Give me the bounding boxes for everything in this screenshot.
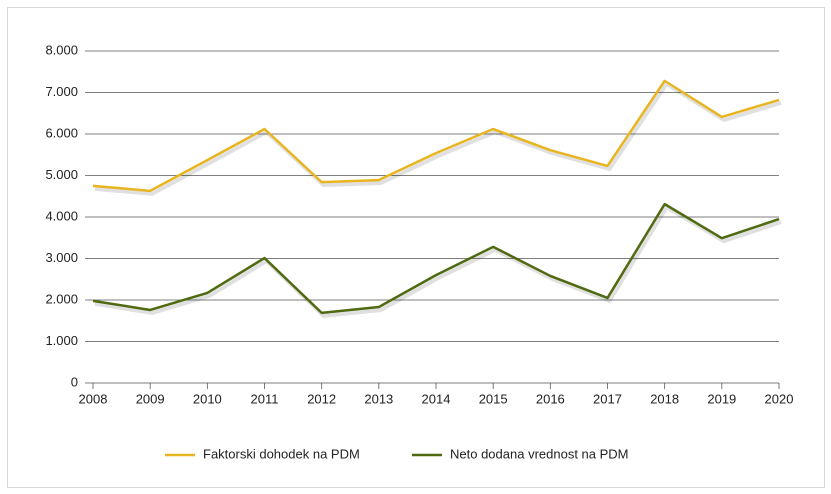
- x-tick-label: 2017: [593, 391, 622, 406]
- chart-frame: [7, 7, 825, 488]
- x-tick-label: 2016: [536, 391, 565, 406]
- x-tick-label: 2020: [765, 391, 794, 406]
- x-tick-label: 2013: [364, 391, 393, 406]
- legend-label: Faktorski dohodek na PDM: [203, 446, 360, 461]
- y-tick-label: 1.000: [45, 333, 78, 348]
- x-tick-label: 2014: [422, 391, 451, 406]
- y-tick-label: 6.000: [45, 125, 78, 140]
- y-tick-label: 5.000: [45, 167, 78, 182]
- x-tick-label: 2018: [650, 391, 679, 406]
- y-tick-label: 0: [71, 374, 78, 389]
- line-shadow: [94, 204, 782, 318]
- series-line: [92, 79, 780, 193]
- y-tick-label: 7.000: [45, 84, 78, 99]
- x-tick-label: 2010: [193, 391, 222, 406]
- line-shadow: [94, 81, 782, 196]
- y-tick-label: 4.000: [45, 208, 78, 223]
- y-tick-label: 8.000: [45, 42, 78, 57]
- x-tick-label: 2015: [479, 391, 508, 406]
- x-tick-label: 2012: [307, 391, 336, 406]
- y-tick-label: 2.000: [45, 291, 78, 306]
- x-tick-label: 2011: [251, 391, 279, 406]
- x-tick-label: 2009: [136, 391, 165, 406]
- legend-label: Neto dodana vrednost na PDM: [450, 446, 629, 461]
- x-tick-label: 2008: [79, 391, 108, 406]
- x-tick-label: 2019: [707, 391, 736, 406]
- series-line: [92, 202, 780, 315]
- y-tick-label: 3.000: [45, 250, 78, 265]
